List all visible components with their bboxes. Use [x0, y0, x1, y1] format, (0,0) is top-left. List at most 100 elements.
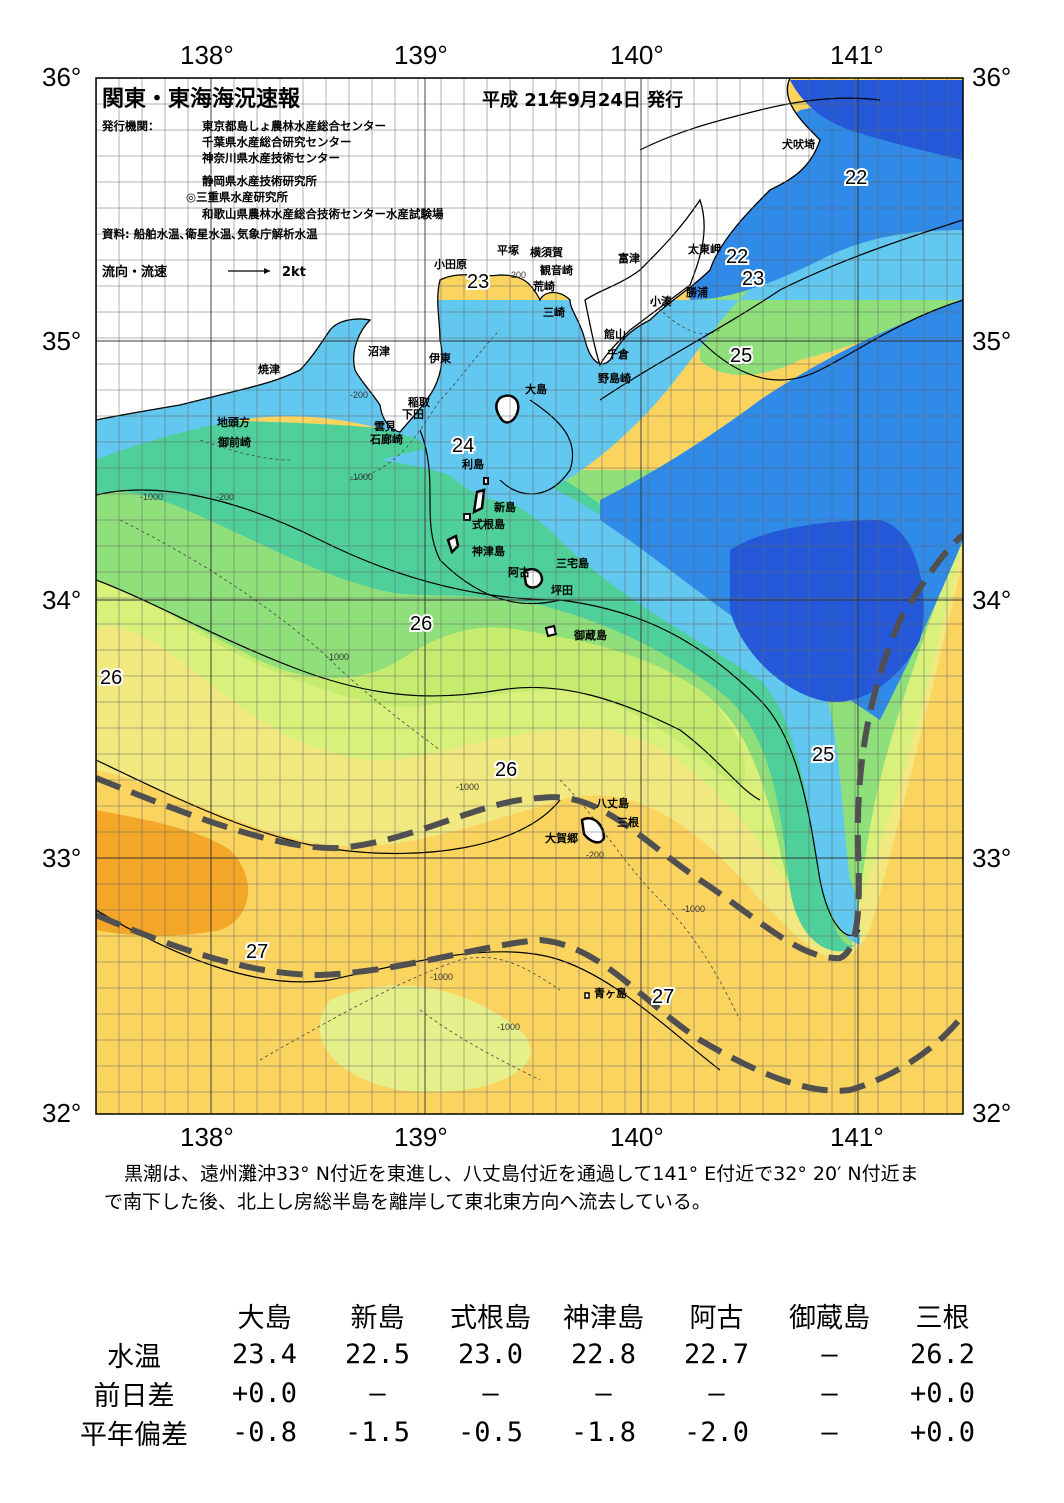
table-row: 平年偏差 -0.8 -1.5 -0.5 -1.8 -2.0 – +0.0: [60, 1413, 999, 1452]
sst-layer-hot: [96, 810, 249, 936]
place-label: 御前崎: [217, 435, 251, 449]
island-oshima: [495, 394, 520, 424]
longitude-label-top: 139°: [394, 40, 448, 70]
land-boso: [584, 198, 705, 367]
current-legend-speed: 2kt: [282, 265, 306, 280]
map-title: 関東・東海海況速報: [102, 86, 301, 112]
island-temperature-table: 大島 新島 式根島 神津島 阿古 御蔵島 三根 水温 23.4 22.5 23.…: [60, 1296, 999, 1452]
place-label: 焼津: [258, 362, 280, 376]
table-cell: 22.7: [683, 1339, 750, 1370]
place-label: 八丈島: [595, 796, 629, 810]
table-cell: –: [369, 1378, 386, 1409]
table-column-header: 三根: [915, 1303, 970, 1334]
place-label: 小田原: [433, 257, 467, 271]
place-label: 太東岬: [687, 242, 721, 256]
place-label: 大島: [525, 382, 547, 396]
place-label: 観音崎: [540, 263, 573, 277]
place-label: 荒崎: [532, 279, 555, 293]
place-label: 利島: [462, 457, 484, 471]
table-column-header: 阿古: [689, 1303, 744, 1334]
map-area: 22 22 23 23 24 25 25 26 26 26 27 27 -200…: [96, 78, 963, 1114]
place-label: 青ヶ島: [594, 986, 627, 1000]
table-row-header: 前日差: [93, 1381, 175, 1412]
map-frame: [95, 77, 964, 1115]
table-header-row: 大島 新島 式根島 神津島 阿古 御蔵島 三根: [60, 1296, 999, 1335]
isotherm-label: 25: [812, 744, 834, 766]
place-label: 神津島: [472, 544, 505, 558]
depth-label: -1000: [682, 904, 705, 914]
table-cell: –: [821, 1378, 838, 1409]
degree-grid: [96, 78, 963, 1114]
island-shikinejima: [463, 513, 471, 521]
table-cell: 22.8: [570, 1339, 637, 1370]
isotherm-label: 26: [410, 613, 432, 635]
table-column-header: 式根島: [450, 1303, 531, 1334]
kuroshio-axis: [96, 532, 963, 1094]
place-label: 勝浦: [686, 285, 708, 299]
table-cell: 22.5: [344, 1339, 411, 1370]
table-row: 水温 23.4 22.5 23.0 22.8 22.7 – 26.2: [60, 1335, 999, 1374]
island-aogashima: [584, 992, 590, 999]
latitude-label-right: 32°: [972, 1098, 1011, 1128]
place-label: 下田: [402, 408, 424, 421]
latitude-label-left: 35°: [42, 326, 81, 356]
publisher-name: 静岡県水産技術研究所: [202, 174, 317, 188]
depth-label: -1000: [140, 492, 163, 502]
longitude-label-top: 141°: [830, 40, 884, 70]
isotherm-label: 27: [652, 986, 674, 1008]
place-label: 新島: [494, 500, 516, 514]
depth-label: -200: [586, 850, 604, 860]
depth-label: -1000: [456, 782, 479, 792]
isotherm-label: 25: [730, 345, 752, 367]
place-label: 坪田: [551, 584, 573, 597]
latitude-label-right: 35°: [972, 326, 1011, 356]
table-cell: +0.0: [909, 1417, 976, 1448]
longitude-label-bottom: 140°: [610, 1122, 664, 1152]
table-column-header: 新島: [350, 1303, 405, 1334]
current-legend-label: 流向・流速: [102, 264, 167, 280]
latitude-label-left: 36°: [42, 62, 81, 92]
isotherm-label: 24: [452, 435, 474, 457]
sst-layer-24: [96, 420, 855, 952]
kuroshio-summary: 黒潮は、遠州灘沖33° N付近を東進し、八丈島付近を通過して141° E付近で3…: [104, 1163, 919, 1213]
place-label: 大賀郷: [545, 831, 578, 845]
latitude-label-left: 32°: [42, 1098, 81, 1128]
island-toshima: [483, 477, 489, 485]
land-izu-kanto: [96, 78, 821, 433]
latitude-label-right: 34°: [972, 585, 1011, 615]
place-label: 三崎: [543, 305, 565, 319]
place-label: 御蔵島: [573, 628, 607, 642]
sst-layer-21: [730, 520, 924, 702]
table-cell: -1.8: [570, 1417, 637, 1448]
longitude-label-bottom: 138°: [180, 1122, 234, 1152]
place-label: 沼津: [368, 344, 390, 358]
place-label: 犬吠埼: [782, 137, 815, 151]
isotherm-label: 23: [742, 268, 764, 290]
table-cell: –: [821, 1417, 838, 1448]
place-label: 小湊: [649, 294, 672, 308]
latitude-label-left: 33°: [42, 843, 81, 873]
depth-label: -200: [508, 270, 526, 280]
depth-label: -1000: [497, 1022, 520, 1032]
longitude-label-top: 140°: [610, 40, 664, 70]
place-label: 千倉: [607, 347, 630, 361]
sst-layer-21b: [790, 80, 963, 160]
place-label: 伊東: [428, 351, 452, 365]
table-row-header: 平年偏差: [80, 1420, 188, 1451]
place-label: 三根: [617, 815, 640, 829]
depth-label: -200: [216, 492, 234, 502]
data-sources: 資料: 船舶水温､衛星水温､気象庁解析水温: [102, 227, 318, 241]
place-label: 石廊崎: [369, 432, 403, 446]
table-cell: +0.0: [909, 1378, 976, 1409]
longitude-label-top: 138°: [180, 40, 234, 70]
depth-label: -200: [350, 390, 368, 400]
table-cell: +0.0: [231, 1378, 298, 1409]
place-label: 平塚: [497, 243, 519, 257]
sst-layer-23b: [380, 440, 860, 945]
island-mikurajima: [544, 624, 558, 638]
isotherm-label: 23: [467, 271, 489, 293]
issue-date: 平成 21年9月24日 発行: [482, 89, 683, 111]
latitude-label-right: 33°: [972, 843, 1011, 873]
place-label: 式根島: [472, 517, 505, 531]
